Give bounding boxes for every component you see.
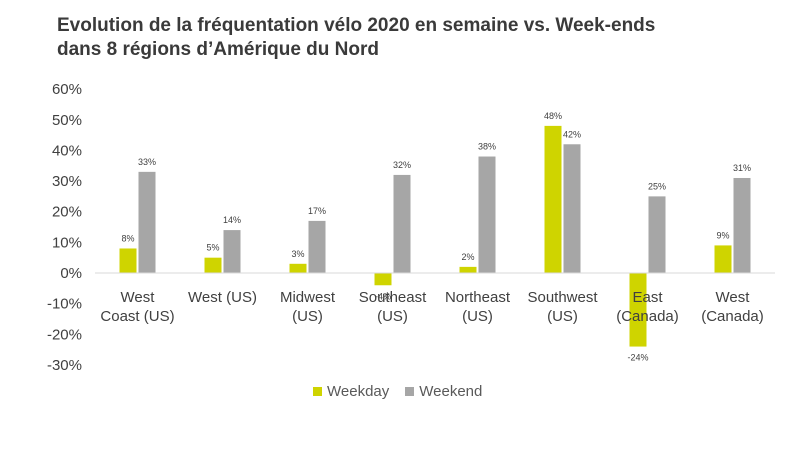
data-label-weekend: 42% [563,129,581,139]
chart-title: Evolution de la fréquentation vélo 2020 … [57,14,777,62]
data-label-weekend: 31% [733,163,751,173]
bar-weekday [629,273,647,347]
y-tick-label: 50% [52,112,82,129]
data-label-weekend: 17% [308,206,326,216]
x-category-label: Southeast [359,289,427,306]
x-category-label: Northeast [445,289,511,306]
chart-title-line-2: dans 8 régions d’Amérique du Nord [57,39,379,60]
bar-weekday [459,266,477,273]
data-label-weekday: -24% [627,353,648,363]
legend-swatch-weekday [313,387,322,396]
data-label-weekend: 25% [648,181,666,191]
bar-weekend [733,177,751,273]
bar-weekday [714,245,732,273]
bar-weekend [308,220,326,273]
data-label-weekend: 14% [223,215,241,225]
x-category-label: East [632,289,663,306]
y-tick-label: -30% [47,357,82,374]
x-category-label: (US) [547,308,578,325]
data-label-weekday: 3% [291,249,304,259]
data-label-weekday: -4% [375,291,391,301]
legend-label-weekend: Weekend [419,383,483,400]
y-tick-label: -10% [47,296,82,313]
bar-weekday [204,257,222,273]
y-tick-label: 0% [60,265,82,282]
bar-weekday [374,273,392,286]
chart-legend: Weekday Weekend [313,383,498,400]
y-tick-label: 30% [52,173,82,190]
y-tick-label: 60% [52,81,82,98]
chart-title-line-1: Evolution de la fréquentation vélo 2020 … [57,15,656,36]
bar-weekend [563,144,581,273]
y-tick-label: 20% [52,204,82,221]
x-category-label: Southwest [527,289,598,306]
data-label-weekday: 5% [206,243,219,253]
legend-item-weekend: Weekend [405,383,482,400]
x-category-label: West [121,289,156,306]
x-category-label: (Canada) [701,308,764,325]
data-label-weekday: 2% [461,252,474,262]
bar-weekday [119,248,137,273]
bar-weekend [393,174,411,273]
x-category-label: Coast (US) [100,308,174,325]
data-label-weekday: 48% [544,111,562,121]
data-label-weekday: 9% [716,230,729,240]
data-label-weekend: 38% [478,142,496,152]
y-tick-label: -20% [47,326,82,343]
bar-weekend [223,230,241,273]
data-label-weekend: 32% [393,160,411,170]
x-category-label: West [716,289,751,306]
legend-item-weekday: Weekday [313,383,389,400]
data-label-weekday: 8% [121,233,134,243]
x-category-label: (US) [377,308,408,325]
bar-weekend [138,171,156,273]
x-category-label: (US) [292,308,323,325]
x-category-label: Midwest [280,289,336,306]
legend-label-weekday: Weekday [327,383,390,400]
x-category-label: (US) [462,308,493,325]
bar-weekday [289,263,307,273]
bar-weekend [478,156,496,273]
bar-weekday [544,125,562,273]
legend-swatch-weekend [405,387,415,396]
x-category-label: West (US) [188,289,257,306]
x-category-label: (Canada) [616,308,679,325]
y-tick-label: 10% [52,234,82,251]
y-tick-label: 40% [52,142,82,159]
data-label-weekend: 33% [138,157,156,167]
bar-weekend [648,196,666,273]
